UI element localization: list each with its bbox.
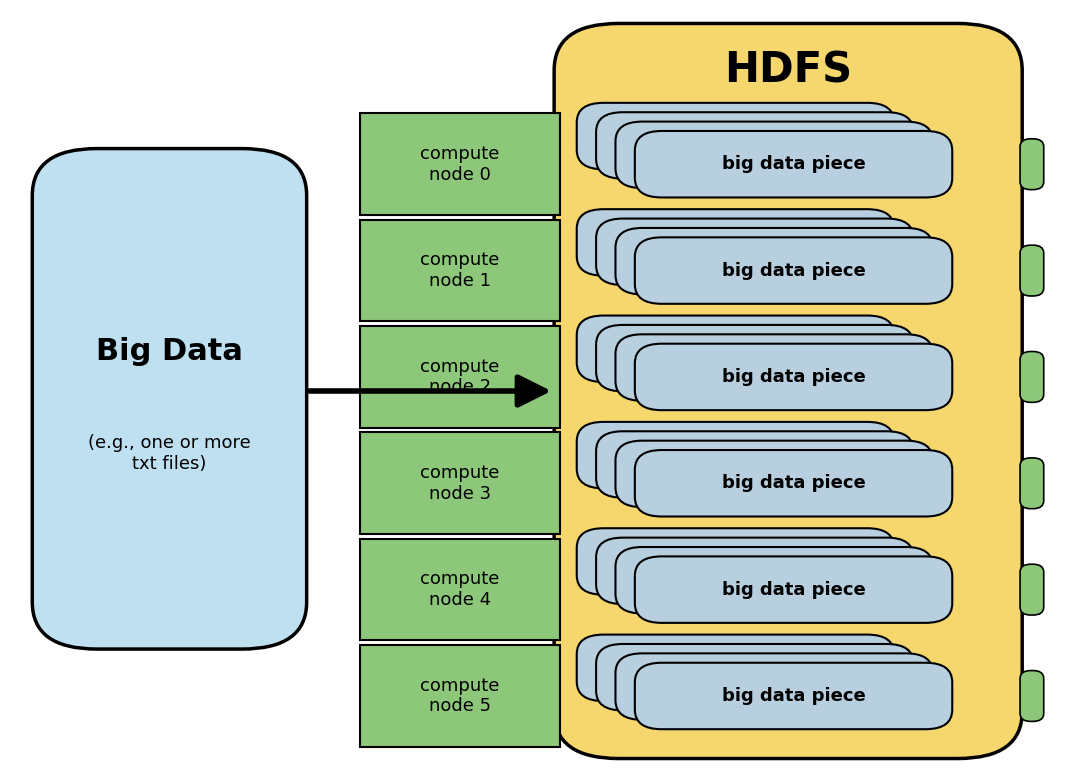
- Text: big data piece: big data piece: [722, 155, 865, 174]
- Text: big data piece: big data piece: [722, 687, 865, 705]
- FancyBboxPatch shape: [577, 635, 894, 701]
- Text: big data piece: big data piece: [722, 580, 865, 599]
- Bar: [360, 220, 560, 321]
- Text: HDFS: HDFS: [724, 49, 852, 91]
- FancyBboxPatch shape: [596, 538, 914, 604]
- FancyBboxPatch shape: [596, 219, 914, 285]
- FancyBboxPatch shape: [1020, 246, 1044, 296]
- FancyBboxPatch shape: [635, 450, 952, 516]
- FancyBboxPatch shape: [596, 325, 914, 391]
- FancyBboxPatch shape: [554, 23, 1022, 759]
- FancyBboxPatch shape: [596, 431, 914, 497]
- Text: compute
node 1: compute node 1: [421, 251, 499, 290]
- FancyBboxPatch shape: [577, 210, 894, 276]
- FancyBboxPatch shape: [635, 238, 952, 304]
- FancyBboxPatch shape: [635, 131, 952, 197]
- FancyBboxPatch shape: [635, 344, 952, 410]
- FancyBboxPatch shape: [635, 663, 952, 730]
- Text: big data piece: big data piece: [722, 368, 865, 386]
- FancyBboxPatch shape: [615, 335, 933, 400]
- FancyBboxPatch shape: [596, 112, 914, 178]
- Text: (e.g., one or more
txt files): (e.g., one or more txt files): [88, 434, 251, 473]
- Text: compute
node 0: compute node 0: [421, 145, 499, 184]
- FancyBboxPatch shape: [1020, 565, 1044, 615]
- FancyBboxPatch shape: [615, 547, 933, 613]
- Text: Big Data: Big Data: [96, 337, 243, 367]
- Text: compute
node 4: compute node 4: [421, 570, 499, 609]
- Bar: [360, 326, 560, 428]
- Bar: [360, 645, 560, 747]
- Bar: [360, 113, 560, 215]
- FancyBboxPatch shape: [577, 529, 894, 595]
- FancyBboxPatch shape: [635, 557, 952, 623]
- FancyBboxPatch shape: [577, 102, 894, 169]
- FancyBboxPatch shape: [577, 422, 894, 488]
- FancyBboxPatch shape: [615, 228, 933, 295]
- Text: compute
node 2: compute node 2: [421, 357, 499, 396]
- FancyBboxPatch shape: [1020, 671, 1044, 722]
- FancyBboxPatch shape: [615, 121, 933, 188]
- FancyBboxPatch shape: [1020, 138, 1044, 189]
- Text: compute
node 3: compute node 3: [421, 464, 499, 503]
- Text: big data piece: big data piece: [722, 474, 865, 493]
- Bar: [360, 539, 560, 640]
- FancyBboxPatch shape: [577, 315, 894, 382]
- Text: compute
node 5: compute node 5: [421, 676, 499, 716]
- FancyBboxPatch shape: [615, 654, 933, 720]
- Text: big data piece: big data piece: [722, 261, 865, 280]
- FancyBboxPatch shape: [1020, 458, 1044, 509]
- FancyBboxPatch shape: [1020, 352, 1044, 402]
- FancyBboxPatch shape: [32, 149, 307, 649]
- FancyBboxPatch shape: [615, 440, 933, 507]
- FancyBboxPatch shape: [596, 644, 914, 711]
- Bar: [360, 432, 560, 534]
